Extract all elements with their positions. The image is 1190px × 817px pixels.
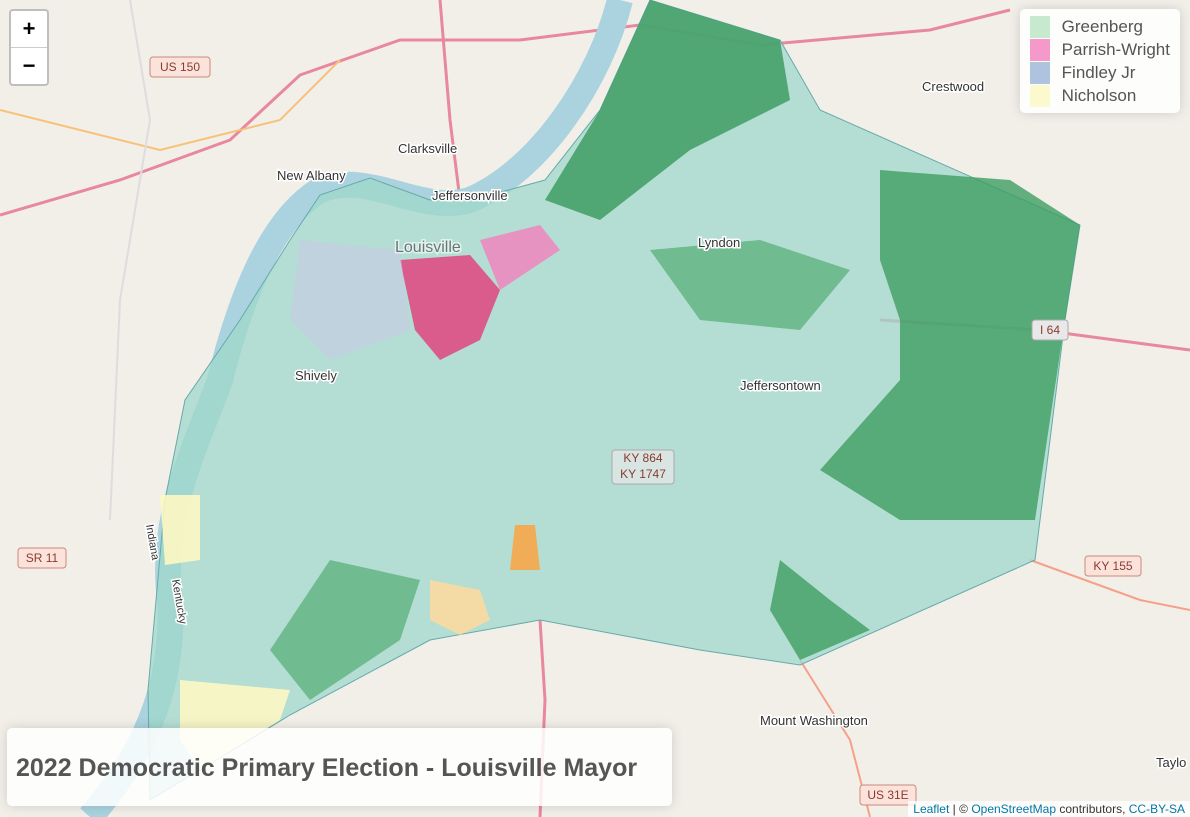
legend-label: Findley Jr bbox=[1061, 62, 1136, 82]
shield-label: US 31E bbox=[867, 788, 908, 802]
osm-link[interactable]: OpenStreetMap bbox=[971, 802, 1057, 816]
road-shields: US 150 SR 11 KY 155 US 31E I 64 KY 864 K… bbox=[17, 56, 1142, 806]
legend-swatch bbox=[1029, 15, 1050, 38]
zoom-out-button[interactable]: − bbox=[11, 47, 47, 84]
zoom-control: + − bbox=[9, 9, 49, 86]
road bbox=[0, 59, 341, 152]
precinct-area bbox=[160, 495, 200, 565]
place-label: Crestwood bbox=[922, 79, 984, 94]
copyright: © bbox=[959, 802, 968, 816]
shield-label: KY 1747 bbox=[620, 467, 666, 481]
attribution: Leaflet | © OpenStreetMap contributors, … bbox=[908, 801, 1190, 817]
place-label: New Albany bbox=[277, 168, 346, 183]
precinct-area bbox=[545, 0, 790, 220]
legend-swatch bbox=[1029, 61, 1050, 84]
precinct-area bbox=[770, 560, 870, 660]
shield-label: I 64 bbox=[1040, 323, 1060, 337]
shield bbox=[611, 449, 675, 485]
contributors: contributors, bbox=[1059, 802, 1126, 816]
interstate bbox=[0, 8, 1011, 217]
precinct-area bbox=[650, 240, 850, 330]
place-label: Jeffersonville bbox=[432, 188, 508, 203]
shield-label: SR 11 bbox=[26, 551, 59, 565]
legend-swatch bbox=[1029, 38, 1050, 61]
legend-item: Nicholson bbox=[1029, 84, 1170, 107]
shield-label: KY 155 bbox=[1093, 559, 1132, 573]
place-label: Mount Washington bbox=[760, 713, 868, 728]
legend: Greenberg Parrish-Wright Findley Jr Nichols… bbox=[1019, 9, 1180, 113]
precinct-area bbox=[510, 525, 540, 570]
map-title: 2022 Democratic Primary Election - Louis… bbox=[7, 728, 672, 806]
place-label: Shively bbox=[295, 368, 337, 383]
license-link[interactable]: CC-BY-SA bbox=[1128, 802, 1185, 816]
shield bbox=[149, 56, 211, 78]
place-label: Lyndon bbox=[698, 235, 740, 250]
road bbox=[1029, 559, 1190, 611]
shield bbox=[17, 547, 67, 569]
precinct-area bbox=[820, 170, 1080, 520]
interstate bbox=[438, 0, 462, 201]
precinct-area bbox=[430, 580, 490, 635]
shield bbox=[1084, 555, 1142, 577]
precinct-area bbox=[290, 240, 410, 360]
place-label: Jeffersontown bbox=[740, 378, 821, 393]
legend-item: Greenberg bbox=[1029, 15, 1170, 38]
separator: | bbox=[952, 802, 956, 816]
place-labels: Clarksville New Albany Jeffersonville Lo… bbox=[142, 78, 1188, 772]
precinct-area bbox=[400, 255, 500, 360]
precinct-area bbox=[270, 560, 420, 700]
place-label: Taylo bbox=[1156, 755, 1186, 770]
precinct-area bbox=[480, 225, 560, 290]
legend-swatch bbox=[1029, 84, 1050, 107]
place-label: Louisville bbox=[395, 239, 461, 256]
legend-label: Parrish-Wright bbox=[1061, 39, 1170, 59]
legend-label: Greenberg bbox=[1061, 16, 1143, 36]
legend-label: Nicholson bbox=[1061, 85, 1137, 105]
shield bbox=[1031, 319, 1069, 341]
legend-item: Findley Jr bbox=[1029, 61, 1170, 84]
zoom-in-button[interactable]: + bbox=[22, 16, 36, 41]
legend-item: Parrish-Wright bbox=[1029, 38, 1170, 61]
shield bbox=[859, 784, 917, 806]
leaflet-link[interactable]: Leaflet bbox=[913, 802, 950, 816]
place-label: Clarksville bbox=[398, 141, 457, 156]
shield-label: US 150 bbox=[160, 60, 200, 74]
road bbox=[109, 0, 152, 521]
shield-label: KY 864 bbox=[623, 451, 662, 465]
